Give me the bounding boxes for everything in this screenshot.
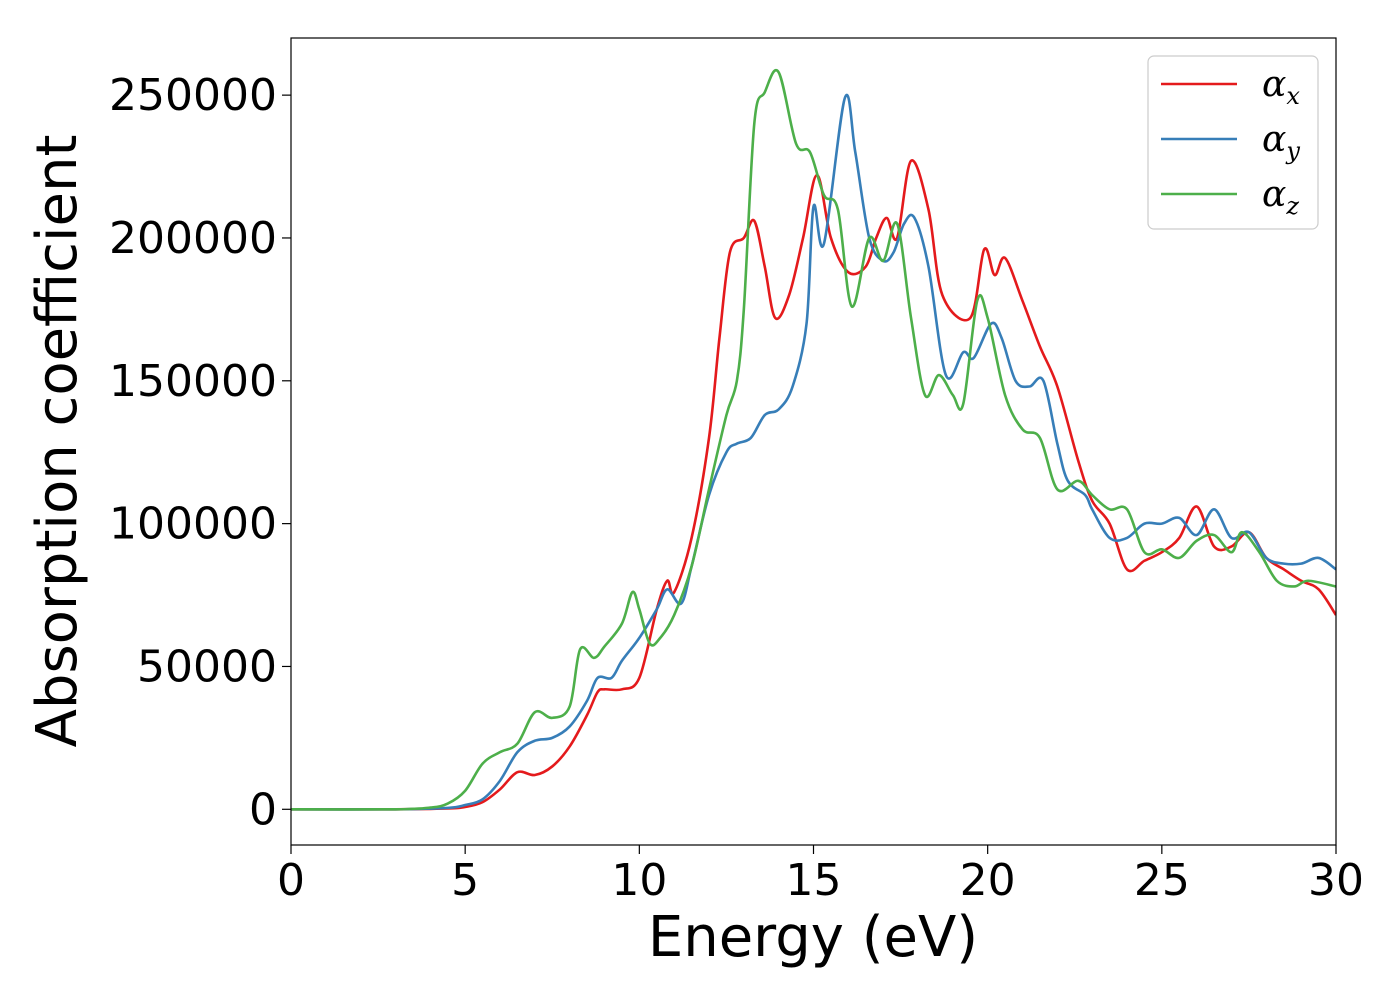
series-layer (291, 69, 1336, 811)
x-axis-ticks: 0 5 10 15 20 25 30 (277, 845, 1364, 906)
legend-box (1147, 55, 1319, 230)
y-tick-label: 0 (249, 784, 277, 835)
x-tick-label: 10 (611, 855, 667, 906)
y-axis-label: Absorption coefficient (25, 135, 90, 748)
series-line-z (291, 69, 1336, 811)
series-line-y (291, 93, 1336, 811)
y-tick-label: 150000 (109, 356, 277, 407)
y-axis-ticks: 0 50000 100000 150000 200000 250000 (109, 70, 291, 835)
x-tick-label: 20 (960, 855, 1016, 906)
y-tick-label: 250000 (109, 70, 277, 121)
x-axis-label: Energy (eV) (648, 905, 978, 970)
y-tick-label: 200000 (109, 213, 277, 264)
x-tick-label: 15 (786, 855, 842, 906)
series-line-x (291, 159, 1336, 811)
x-tick-label: 5 (451, 855, 479, 906)
y-tick-label: 100000 (109, 499, 277, 550)
x-tick-label: 30 (1308, 855, 1364, 906)
x-tick-label: 0 (277, 855, 305, 906)
y-tick-label: 50000 (137, 641, 277, 692)
x-tick-label: 25 (1134, 855, 1190, 906)
